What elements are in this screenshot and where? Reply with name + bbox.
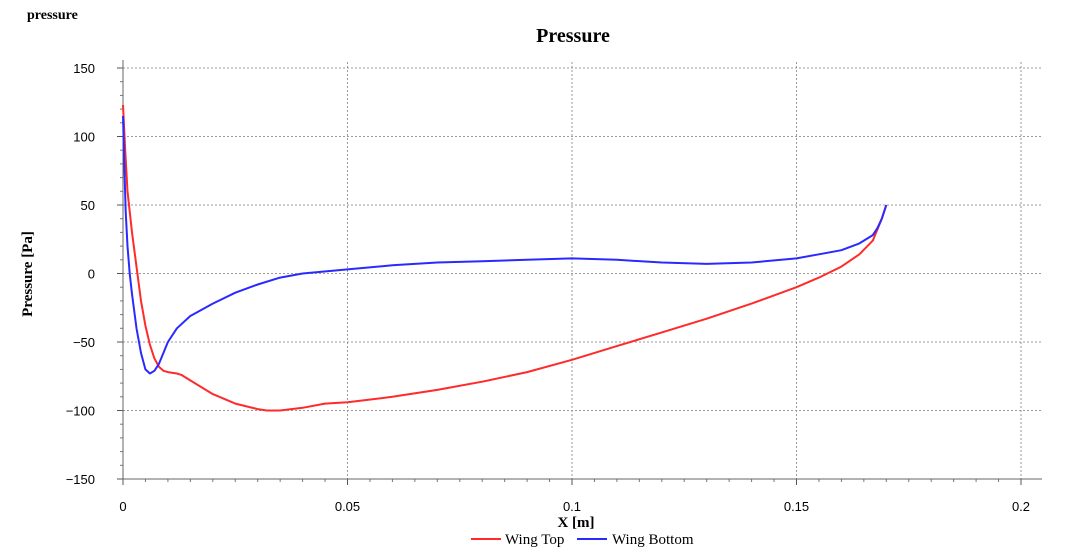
grid-layer bbox=[123, 62, 1042, 479]
y-tick-label: 150 bbox=[73, 61, 95, 76]
y-tick-label: −150 bbox=[66, 472, 95, 487]
y-tick-label: −100 bbox=[66, 404, 95, 419]
y-tick-label: 0 bbox=[88, 267, 95, 282]
series-line-wing-bottom bbox=[122, 115, 888, 375]
chart-title: Pressure bbox=[536, 25, 610, 47]
axes-layer: 150 100 50 0 −50 −100 −150 0 0.05 0.1 0.15 0.2 bbox=[66, 60, 1042, 514]
series-line-wing-top bbox=[122, 104, 888, 412]
y-tick-label: −50 bbox=[73, 335, 95, 350]
corner-label: pressure bbox=[27, 8, 78, 23]
x-tick-label: 0 bbox=[119, 499, 126, 514]
x-tick-label: 0.1 bbox=[563, 499, 581, 514]
legend-label-wing-bottom: Wing Bottom bbox=[612, 532, 694, 548]
y-tick-label: 50 bbox=[81, 198, 95, 213]
y-tick-label: 100 bbox=[73, 130, 95, 145]
x-tick-label: 0.05 bbox=[335, 499, 360, 514]
legend: Wing Top Wing Bottom bbox=[471, 532, 694, 548]
y-axis-label: Pressure [Pa] bbox=[20, 231, 36, 317]
x-tick-label: 0.2 bbox=[1012, 499, 1030, 514]
series-layer bbox=[122, 104, 888, 412]
legend-label-wing-top: Wing Top bbox=[505, 532, 564, 548]
x-tick-label: 0.15 bbox=[784, 499, 809, 514]
x-axis-label: X [m] bbox=[557, 515, 594, 531]
